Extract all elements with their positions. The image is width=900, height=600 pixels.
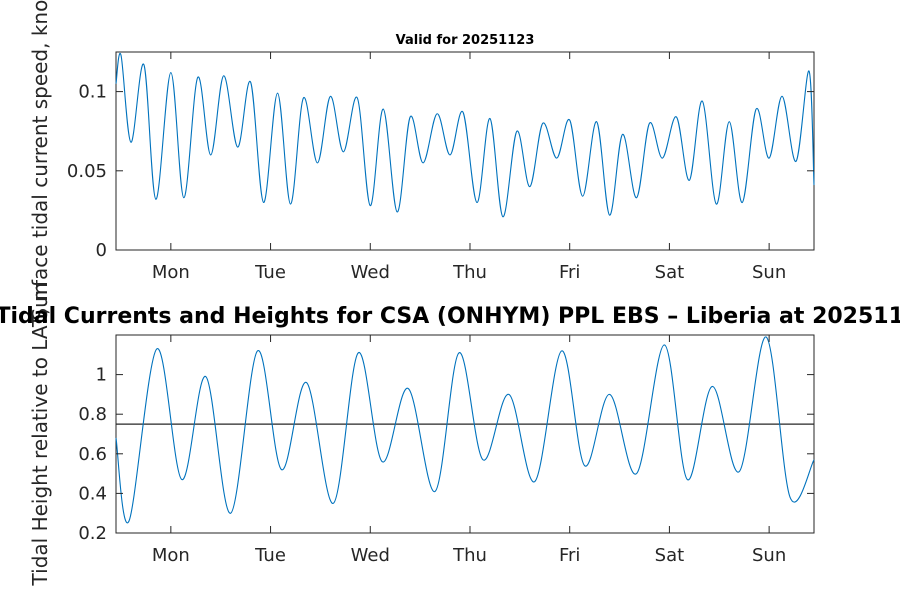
current-speed-axes [115,51,815,251]
y-tick-label: 0.05 [67,161,107,182]
x-tick-label-sat: Sat [655,262,685,283]
x-tick-label-tue: Tue [254,545,286,566]
current-speed-series-line [115,52,815,218]
x-tick-label-sun: Sun [752,262,786,283]
tidal-height-y-axis-label: Tidal Height relative to LAT, m [28,283,52,587]
chart-title-main: Tidal Currents and Heights for CSA (ONHY… [0,304,900,329]
current-speed-y-axis-label: Surface tidal current speed, knots [28,0,52,321]
current-speed-chart: 0 0.05 0.1 Mon Tue Wed Thu Fri Sat Sun Valid for… [28,0,815,321]
y-tick-label: 1 [96,365,107,386]
x-tick-label-sat: Sat [655,545,685,566]
y-tick-label: 0.2 [78,523,107,544]
y-tick-label: 0 [96,240,107,261]
tidal-height-series-line [115,336,815,524]
y-tick-label: 0.1 [78,82,107,103]
chart-title-top: Valid for 20251123 [396,33,535,48]
x-tick-label-wed: Wed [351,262,390,283]
x-tick-label-thu: Thu [452,545,487,566]
x-tick-label-tue: Tue [254,262,286,283]
y-tick-label: 0.4 [78,483,107,504]
x-tick-label-mon: Mon [152,545,190,566]
y-tick-label: 0.8 [78,404,107,425]
x-tick-label-sun: Sun [752,545,786,566]
x-tick-label-fri: Fri [559,262,580,283]
x-tick-label-wed: Wed [351,545,390,566]
x-tick-label-thu: Thu [452,262,487,283]
y-tick-label: 0.6 [78,444,107,465]
x-tick-label-fri: Fri [559,545,580,566]
tidal-height-chart: 0.2 0.4 0.6 0.8 1 Mon Tue Wed Thu Fri Sat Sun Tida… [28,283,815,587]
x-tick-label-mon: Mon [152,262,190,283]
